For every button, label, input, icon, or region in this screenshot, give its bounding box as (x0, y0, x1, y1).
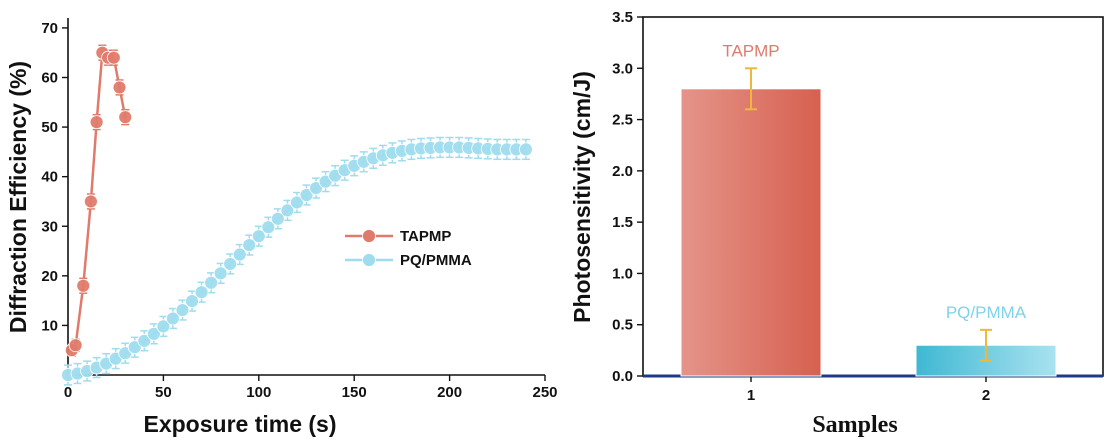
bar-sample-1 (680, 88, 822, 377)
y-axis-label: Photosensitivity (cm/J) (569, 71, 595, 323)
data-point (213, 266, 228, 281)
y-tick-label: 1.0 (612, 265, 633, 282)
y-tick-label: 10 (41, 317, 58, 334)
y-tick-label: 3.0 (612, 60, 633, 77)
data-point (127, 340, 142, 355)
y-tick-label: 40 (41, 169, 58, 186)
y-tick-label: 1.5 (612, 214, 633, 231)
data-point (68, 338, 83, 353)
data-point (137, 333, 152, 348)
data-point (232, 247, 247, 262)
bar-chart-panel: 0.00.51.01.52.02.53.03.51 2 TAPMPPQ/PMMA … (569, 9, 1104, 438)
bar-label: TAPMP (722, 41, 779, 60)
series-line (70, 50, 127, 351)
data-point (242, 238, 257, 252)
y-tick-label: 50 (41, 119, 58, 136)
data-point (299, 188, 314, 202)
legend-label: PQ/PMMA (400, 252, 472, 269)
data-point (280, 203, 295, 218)
y-axis-label: Diffraction Efficiency (%) (5, 61, 31, 333)
data-point (156, 319, 171, 334)
data-point (175, 303, 190, 317)
x-tick-label: 50 (155, 384, 172, 401)
x-tick-label: 0 (64, 384, 72, 401)
x-tick-label: 200 (437, 384, 462, 401)
x-tick-label: 250 (532, 384, 557, 401)
y-tick-label: 3.5 (612, 9, 633, 26)
data-point (251, 229, 266, 244)
bar-label: PQ/PMMA (946, 303, 1027, 322)
x-tick-label: 2 (982, 387, 990, 404)
data-point (270, 211, 285, 226)
y-tick-label: 20 (41, 268, 58, 285)
data-point (146, 326, 161, 341)
x-tick-label: 100 (246, 384, 271, 401)
data-point (76, 278, 91, 293)
line-chart-panel: 0 50 100 150 200 250 10 20 30 40 50 60 70 TAPMP PQ/PM… (5, 18, 558, 437)
data-point (204, 275, 219, 290)
series-pq-pmma (61, 136, 533, 386)
series-tapmp (64, 44, 133, 358)
data-point (290, 195, 304, 210)
y-tick-label: 0.5 (612, 317, 633, 334)
y-tick-label: 2.0 (612, 163, 633, 180)
data-point (185, 294, 199, 309)
data-point (223, 257, 238, 271)
data-point (261, 220, 276, 235)
legend-marker (362, 229, 376, 243)
y-tick-label: 2.5 (612, 112, 633, 129)
data-point (118, 110, 133, 125)
x-axis-label: Exposure time (s) (144, 411, 337, 437)
data-point (83, 194, 98, 209)
x-axis-label: Samples (812, 412, 897, 438)
legend-label: TAPMP (400, 228, 451, 245)
y-tick-label: 30 (41, 218, 58, 235)
data-point (309, 181, 323, 195)
x-tick-label: 1 (747, 387, 755, 404)
y-tick-label: 60 (41, 70, 58, 87)
data-point (519, 142, 533, 157)
data-point (194, 285, 209, 300)
data-point (106, 50, 121, 65)
legend-marker (362, 253, 376, 267)
legend: TAPMP PQ/PMMA (345, 228, 472, 269)
data-point (112, 80, 127, 95)
x-tick-label: 150 (342, 384, 367, 401)
data-point (89, 115, 104, 130)
y-tick-label: 70 (41, 20, 58, 37)
y-tick-label: 0.0 (612, 368, 633, 385)
data-point (166, 311, 180, 326)
